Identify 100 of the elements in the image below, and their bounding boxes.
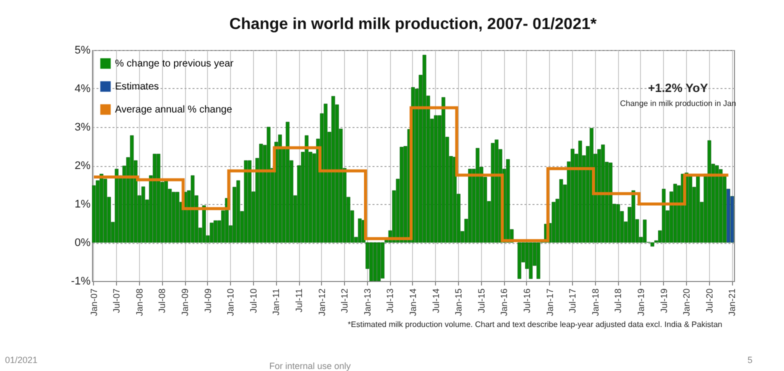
x-tick-label: Jan-14 [408,288,418,316]
bar [358,218,362,243]
bar [248,160,252,243]
x-tick-label: Jan-17 [544,288,555,316]
x-tick-label: Jan-09 [180,288,190,316]
bar [476,148,480,243]
bar [130,135,134,243]
bar [400,146,404,243]
bar [422,54,426,243]
bar [324,104,328,243]
chart-title: Change in world milk production, 2007- 01/2021* [229,16,598,33]
x-tick-label: Jan-15 [454,288,464,316]
x-tick-label: Jul-11 [294,288,304,312]
x-tick-label: Jul-17 [568,288,578,314]
bar [650,242,654,246]
bar [518,242,522,279]
x-tick-label: Jan-21 [727,288,738,316]
y-tick-label: 0% [74,237,91,249]
x-tick-label: Jul-18 [613,288,624,314]
x-tick-label: Jan-16 [499,288,510,316]
x-tick-label: Jul-12 [340,288,350,314]
bar [559,179,563,243]
x-tick-label: Jul-14 [430,288,441,314]
y-tick-label: -1% [70,276,91,288]
bar [642,220,647,243]
y-tick-label: 2% [74,160,91,172]
bar [376,242,381,282]
bar [286,122,290,243]
x-tick-label: Jul-08 [157,288,168,314]
x-tick-label: Jan-10 [226,288,236,316]
bar [578,140,582,243]
bar [164,180,168,243]
bar [304,135,308,243]
text: 01/2021 [5,355,38,365]
x-tick-label: Jul-09 [202,288,213,314]
x-tick-label: Jan-08 [134,288,144,316]
x-tick-label: Jan-07 [88,288,99,316]
text: *Estimated milk production volume. Chart and text describe leap-year adjusted data excl. India & Pakistan [348,320,722,329]
text: For internal use only [269,361,352,371]
legend-label: Average annual % change [115,104,233,116]
bar [718,169,723,243]
bar [214,220,218,243]
bar [331,96,336,243]
bar [100,174,104,243]
legend-label: % change to previous year [115,58,234,70]
bar [152,154,156,243]
bar [528,242,533,279]
bar [176,192,180,243]
x-tick-label: Jan-13 [362,288,372,316]
y-tick-label: 4% [74,83,91,95]
bar [708,140,712,243]
bar [442,97,446,243]
bar [696,175,700,243]
y-tick-label: 1% [74,198,91,210]
x-tick-label: Jan-18 [590,288,600,316]
x-tick-label: Jan-12 [316,288,327,316]
bar [490,143,495,243]
x-tick-label: Jul-07 [112,288,122,314]
bar [452,156,457,243]
bar [570,148,574,243]
legend-label: Estimates [115,82,159,92]
bar [373,242,377,282]
x-tick-label: Jul-13 [385,288,396,314]
bar [673,184,677,243]
bar [601,144,605,243]
bar [259,144,263,243]
annotation: +1.2% YoY [648,81,708,95]
x-tick-label: Jan-20 [682,288,692,316]
bar [608,162,612,243]
text: 5 [747,355,753,365]
y-tick-label: 5% [74,44,91,56]
x-tick-label: Jan-19 [636,288,646,316]
bar [369,242,374,282]
bar [536,242,540,279]
bar [552,202,556,243]
bar [632,190,636,243]
x-tick-label: Jul-19 [658,288,669,314]
annotation: Change in milk production in Jan [620,99,736,108]
bar [715,165,719,243]
bar [494,140,498,243]
y-tick-label: 3% [74,122,91,134]
bar [114,168,118,243]
bar [506,159,510,243]
x-tick-label: Jul-16 [522,288,532,314]
bar [266,126,270,243]
bar [434,115,438,243]
bar [156,154,160,243]
bar [172,192,176,243]
x-tick-label: Jul-20 [704,288,714,314]
bar [688,175,692,243]
bar [468,168,472,243]
bar [141,186,146,243]
x-tick-label: Jul-15 [476,288,486,314]
bar [190,175,194,243]
bar [616,204,620,243]
bar [662,188,666,243]
x-tick-label: Jul-10 [248,288,258,314]
bar [244,160,248,243]
bar [202,205,206,243]
bar [380,242,384,278]
